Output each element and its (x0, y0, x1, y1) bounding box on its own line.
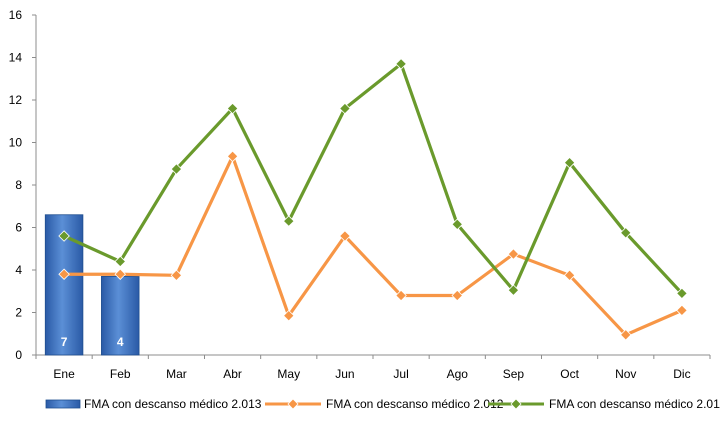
legend: FMA con descanso médico 2.013 FMA con des… (45, 397, 720, 411)
data-point-marker (563, 269, 576, 282)
y-tick-label: 16 (9, 8, 23, 22)
x-tick-label: Jul (393, 367, 408, 381)
data-point-marker (226, 150, 239, 163)
x-tick-label: Nov (615, 367, 636, 381)
y-tick-label: 8 (15, 178, 22, 192)
legend-label: FMA con descanso médico 2.012 (326, 397, 504, 411)
x-tick-label: Abr (223, 367, 242, 381)
x-tick-label: Sep (503, 367, 525, 381)
data-point-marker (507, 284, 520, 296)
y-tick-label: 12 (9, 93, 23, 107)
y-tick-label: 14 (9, 51, 23, 65)
data-point-marker (170, 269, 183, 282)
data-point-marker (676, 304, 688, 317)
data-point-marker (395, 58, 407, 70)
data-point-marker (339, 102, 351, 115)
data-point-marker (619, 329, 632, 341)
x-tick-label: Ene (53, 367, 75, 381)
legend-marker (287, 398, 299, 410)
y-tick-label: 10 (9, 136, 23, 150)
data-point-marker (170, 163, 183, 175)
legend-label: FMA con descanso médico 2.013 (84, 397, 262, 411)
data-point-marker (619, 227, 632, 239)
bar-data-label: 4 (117, 335, 124, 349)
y-tick-label: 2 (15, 306, 22, 320)
bar (101, 275, 140, 356)
data-point-marker (114, 255, 127, 268)
x-tick-label: Mar (166, 367, 187, 381)
data-point-marker (676, 287, 688, 300)
data-point-marker (339, 230, 351, 242)
data-point-marker (451, 218, 464, 231)
data-point-marker (395, 289, 407, 302)
x-tick-label: Feb (110, 367, 131, 381)
y-tick-label: 4 (15, 263, 22, 277)
data-point-marker (282, 309, 295, 322)
data-point-marker (451, 289, 464, 302)
axes: 0 2 4 6 8 10 12 14 16 Ene Feb Mar Abr May Jun Jul Ago Sep… (9, 8, 711, 381)
line-series (58, 58, 688, 341)
x-tick-label: Ago (447, 367, 469, 381)
x-tick-label: Dic (673, 367, 690, 381)
series-line (64, 154, 683, 337)
data-point-marker (58, 268, 70, 281)
series-line (63, 62, 684, 295)
x-tick-label: May (277, 367, 300, 381)
data-point-marker (226, 102, 239, 115)
y-tick-label: 6 (15, 221, 22, 235)
x-tick-label: Oct (560, 367, 579, 381)
bar-data-label: 7 (61, 335, 68, 349)
data-point-marker (114, 268, 127, 281)
data-point-marker (282, 215, 295, 227)
data-point-marker (507, 248, 520, 260)
data-point-marker (563, 156, 576, 169)
legend-swatch (45, 399, 81, 409)
legend-marker (510, 398, 522, 410)
data-point-marker (58, 230, 70, 242)
x-tick-label: Jun (335, 367, 354, 381)
y-tick-label: 0 (15, 348, 22, 362)
legend-label: FMA con descanso médico 2.011 (549, 397, 720, 411)
